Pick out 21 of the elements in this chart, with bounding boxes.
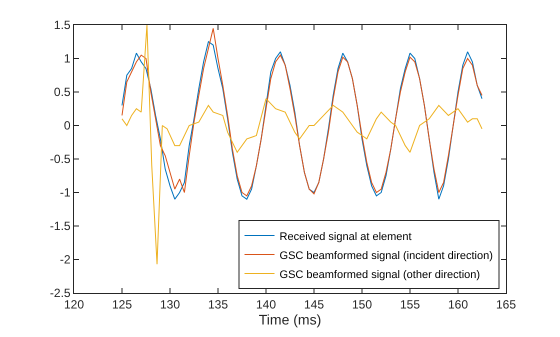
legend-label: GSC beamformed signal (other direction) bbox=[280, 268, 480, 281]
legend-label: Received signal at element bbox=[280, 230, 412, 243]
y-tick-label: 0.5 bbox=[54, 85, 71, 100]
x-tick-label: 150 bbox=[352, 297, 372, 312]
y-tick-label: -0.5 bbox=[50, 152, 71, 166]
y-tick-label: -2 bbox=[60, 252, 71, 267]
x-axis-title: Time (ms) bbox=[258, 312, 322, 328]
y-tick-label: -1.5 bbox=[50, 219, 71, 234]
y-tick-label: 1 bbox=[64, 52, 71, 66]
x-tick-label: 130 bbox=[160, 297, 180, 312]
x-tick-label: 165 bbox=[496, 297, 516, 312]
y-tick-label: -1 bbox=[60, 186, 71, 200]
x-tick-label: 135 bbox=[208, 297, 228, 312]
x-tick-label: 145 bbox=[304, 297, 324, 312]
y-tick-label: 1.5 bbox=[54, 18, 71, 32]
x-tick-label: 125 bbox=[112, 297, 132, 312]
x-tick-label: 160 bbox=[448, 297, 468, 312]
x-tick-label: 140 bbox=[256, 297, 276, 312]
legend-label: GSC beamformed signal (incident direction) bbox=[280, 250, 493, 262]
y-tick-label: 0 bbox=[64, 118, 71, 133]
x-tick-label: 155 bbox=[400, 297, 420, 312]
